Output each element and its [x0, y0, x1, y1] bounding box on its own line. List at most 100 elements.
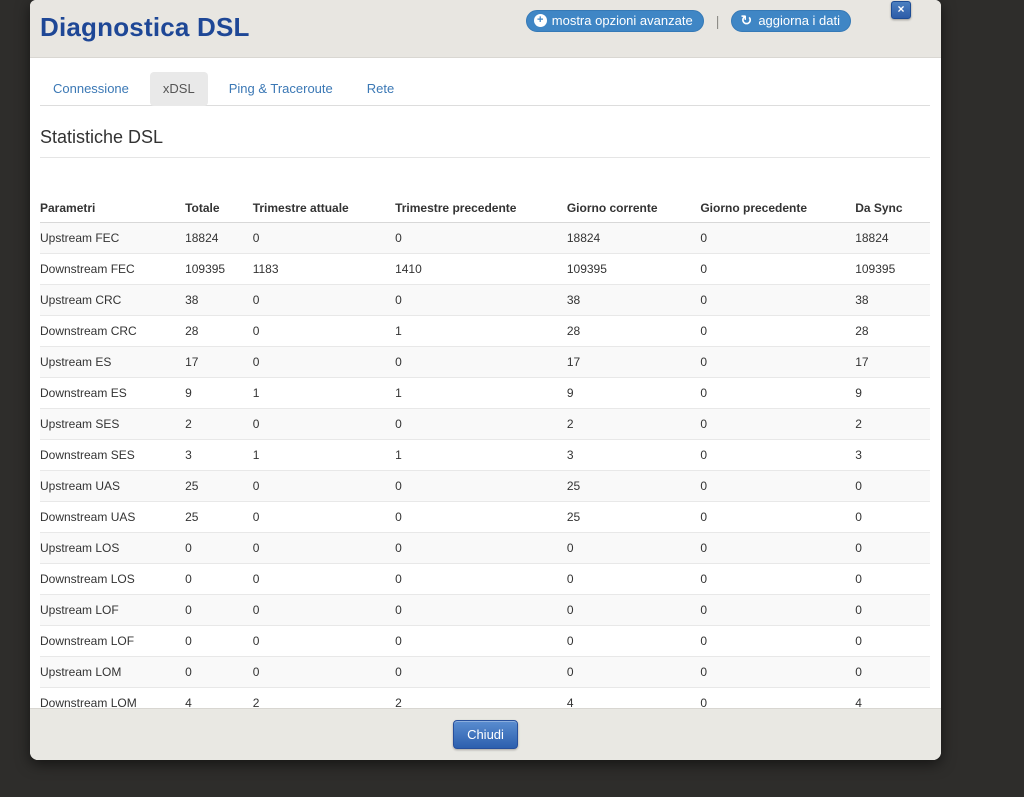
value-cell: 0: [252, 563, 396, 595]
value-cell: 0: [566, 563, 701, 595]
value-cell: 0: [700, 594, 856, 626]
value-cell: 0: [700, 439, 856, 471]
value-cell: 9: [855, 377, 930, 409]
parameter-cell: Upstream FEC: [40, 231, 120, 245]
tab-xdsl[interactable]: xDSL: [149, 72, 208, 106]
actions-separator: |: [715, 13, 720, 29]
value-cell: 4: [185, 687, 253, 708]
value-cell: 0: [185, 563, 253, 595]
value-cell: 0: [855, 656, 930, 688]
table-row: Downstream LOM 4 2 2 4 0 4: [40, 687, 930, 708]
value-cell: 0: [566, 532, 701, 564]
value-cell: 0: [185, 532, 253, 564]
value-cell: 38: [566, 284, 701, 316]
value-cell: 0: [395, 656, 567, 688]
parameter-cell: Upstream UAS: [40, 470, 186, 502]
value-cell: 0: [395, 470, 567, 502]
table-row: Upstream SES 2 0 0 2 0 2: [40, 408, 930, 440]
table-row: Upstream LOF 0 0 0 0 0 0: [40, 594, 930, 626]
close-button[interactable]: Chiudi: [453, 720, 518, 749]
header-actions: + mostra opzioni avanzate | ↻ aggiorna i…: [525, 10, 851, 32]
parameter-cell: Upstream ES: [40, 346, 186, 378]
column-header-totale: Totale: [185, 194, 253, 223]
tab-rete[interactable]: Rete: [366, 81, 395, 96]
value-cell: 0: [700, 470, 856, 502]
value-cell: 0: [566, 594, 701, 626]
value-cell: 0: [252, 656, 396, 688]
value-cell: 17: [566, 346, 701, 378]
value-cell: 9: [566, 377, 701, 409]
value-cell: 0: [700, 563, 856, 595]
value-cell: 109395: [855, 253, 930, 285]
tab-connessione[interactable]: Connessione: [53, 81, 129, 96]
value-cell: 0: [185, 656, 253, 688]
table-row: Upstream LOS 0 0 0 0 0 0: [40, 532, 930, 564]
plus-circle-icon: +: [533, 14, 547, 27]
value-cell: 0: [700, 231, 708, 245]
value-cell: 1: [252, 439, 396, 471]
value-cell: 25: [566, 501, 701, 533]
parameter-cell: Upstream LOS: [40, 532, 186, 564]
value-cell: 0: [855, 532, 930, 564]
value-cell: 2: [185, 408, 253, 440]
value-cell: 4: [566, 687, 701, 708]
value-cell: 28: [566, 315, 701, 347]
column-header-trimestre-precedente: Trimestre precedente: [395, 194, 567, 223]
refresh-data-button[interactable]: ↻ aggiorna i dati: [731, 10, 851, 32]
value-cell: 0: [395, 625, 567, 657]
column-header-parametri: Parametri: [40, 194, 186, 223]
value-cell: 25: [566, 470, 701, 502]
table-row: Downstream SES 3 1 1 3 0 3: [40, 439, 930, 471]
value-cell: 0: [252, 315, 396, 347]
value-cell: 4: [855, 687, 930, 708]
value-cell: 3: [855, 439, 930, 471]
value-cell: 109395: [566, 253, 701, 285]
tab-bar: Connessione xDSL Ping & Traceroute Rete: [40, 72, 930, 106]
value-cell: 0: [566, 625, 701, 657]
table-row: Upstream ES 17 0 0 17 0 17: [40, 346, 930, 378]
value-cell: 2: [855, 408, 930, 440]
value-cell: 2: [566, 408, 701, 440]
close-icon[interactable]: ×: [891, 1, 911, 19]
value-cell: 0: [252, 470, 396, 502]
value-cell: 18824: [566, 231, 601, 245]
value-cell: 0: [252, 346, 396, 378]
refresh-icon: ↻: [740, 12, 753, 28]
value-cell: 0: [855, 470, 930, 502]
value-cell: 0: [395, 346, 567, 378]
parameter-cell: Downstream FEC: [40, 253, 186, 285]
refresh-data-label: aggiorna i dati: [758, 13, 840, 28]
dsl-statistics-table: Parametri Totale Trimestre attuale Trime…: [40, 194, 930, 708]
value-cell: 0: [700, 656, 856, 688]
value-cell: 1: [395, 315, 567, 347]
value-cell: 0: [395, 284, 567, 316]
show-advanced-options-label: mostra opzioni avanzate: [551, 13, 693, 28]
value-cell: 0: [395, 231, 402, 245]
parameter-cell: Upstream CRC: [40, 284, 186, 316]
value-cell: 2: [395, 687, 567, 708]
table-header: Parametri Totale Trimestre attuale Trime…: [40, 194, 930, 223]
tab-ping-traceroute[interactable]: Ping & Traceroute: [228, 81, 333, 96]
modal-footer: Chiudi: [30, 708, 941, 760]
parameter-cell: Downstream LOM: [40, 687, 186, 708]
table-row: Upstream CRC 38 0 0 38 0 38: [40, 284, 930, 316]
value-cell: 1183: [252, 253, 396, 285]
value-cell: 0: [700, 346, 856, 378]
value-cell: 0: [252, 501, 396, 533]
value-cell: 0: [395, 563, 567, 595]
value-cell: 0: [855, 563, 930, 595]
value-cell: 0: [855, 594, 930, 626]
value-cell: 25: [185, 470, 253, 502]
parameter-cell: Downstream SES: [40, 439, 186, 471]
value-cell: 109395: [185, 253, 253, 285]
show-advanced-options-button[interactable]: + mostra opzioni avanzate: [525, 10, 704, 32]
value-cell: 3: [566, 439, 701, 471]
table-row: Downstream FEC 109395 1183 1410 109395 0 10939…: [40, 253, 930, 285]
value-cell: 0: [252, 532, 396, 564]
table-row: Upstream UAS 25 0 0 25 0 0: [40, 470, 930, 502]
table-row: Downstream CRC 28 0 1 28 0 28: [40, 315, 930, 347]
value-cell: 0: [700, 315, 856, 347]
table-body: Upstream FEC 18824 0 0 18824 0 18824 Downstream…: [40, 222, 930, 708]
value-cell: 17: [855, 346, 930, 378]
column-header-da-sync: Da Sync: [855, 194, 930, 223]
